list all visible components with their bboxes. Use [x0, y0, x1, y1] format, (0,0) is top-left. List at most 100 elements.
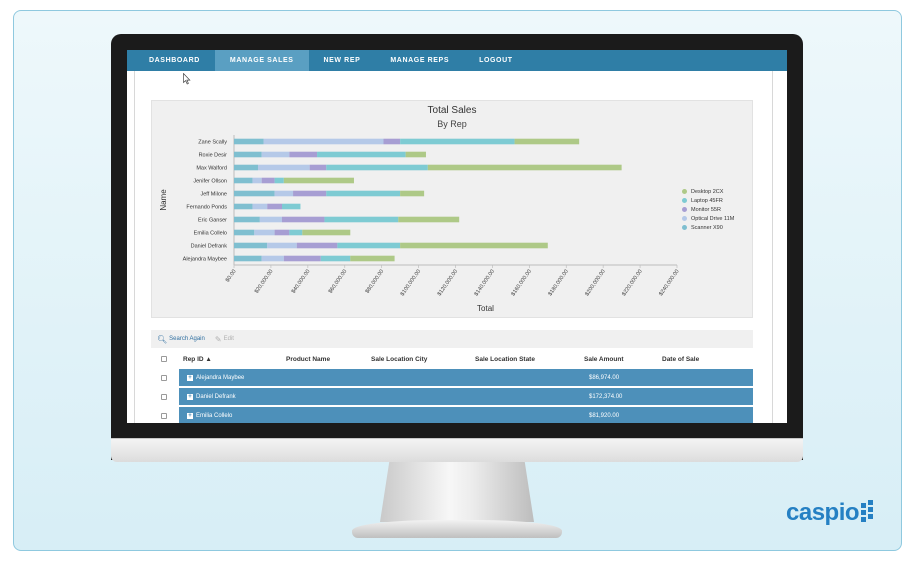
legend-swatch	[682, 216, 687, 221]
y-category-label: Jeff Milone	[201, 192, 228, 198]
row-band: + Alejandra Maybee $86,974.00	[179, 369, 753, 386]
bar-segment	[400, 242, 548, 249]
header-rep-id[interactable]: Rep ID ▲	[183, 355, 212, 363]
x-tick-label: $140,000.00	[474, 269, 496, 298]
bar-segment	[234, 255, 262, 262]
y-category-label: Alejandra Maybee	[183, 257, 227, 263]
header-date-of-sale[interactable]: Date of Sale	[662, 355, 700, 363]
x-tick-label: $100,000.00	[400, 269, 422, 298]
bar-segment	[259, 216, 282, 223]
bar-segment	[234, 229, 255, 236]
nav-manage-reps[interactable]: MANAGE REPS	[390, 57, 450, 64]
logo-text: caspio	[786, 499, 860, 526]
bar-segment	[326, 164, 428, 171]
row-rep: Alejandra Maybee	[196, 374, 245, 381]
sales-chart: $0.00 $20,000.00 $40,000.00 $60,000.00 $80,0…	[151, 100, 753, 318]
x-tick-label: $220,000.00	[621, 269, 643, 298]
edit-button[interactable]: ✎ Edit	[215, 335, 234, 344]
chart-subtitle: By Rep	[437, 119, 467, 129]
expand-icon[interactable]: +	[187, 393, 193, 400]
legend-entry[interactable]: Desktop 2CX	[682, 187, 752, 196]
x-tick-label: $200,000.00	[584, 269, 606, 298]
bar-segment	[514, 138, 580, 145]
y-category-label: Eric Ganser	[198, 218, 227, 224]
row-amount: $81,920.00	[589, 412, 620, 419]
bar-segment	[400, 138, 515, 145]
bar-segment	[309, 164, 327, 171]
bar-segment	[274, 190, 294, 197]
search-icon: 🔍︎	[157, 334, 168, 344]
legend-entry[interactable]: Monitor 55R	[682, 205, 752, 214]
table-row[interactable]: + Alejandra Maybee $86,974.00	[151, 369, 753, 386]
app-screen: DASHBOARD MANAGE SALES NEW REP MANAGE RE…	[127, 50, 787, 423]
content-divider	[134, 71, 135, 423]
select-all-checkbox[interactable]	[161, 356, 167, 362]
header-sale-amount[interactable]: Sale Amount	[584, 355, 624, 363]
bar-segment	[261, 151, 290, 158]
row-band: + Daniel Defrank $172,374.00	[179, 388, 753, 405]
bar-segment	[289, 229, 303, 236]
y-category-label: Roxie Desir	[199, 153, 228, 159]
bar-segment	[283, 177, 354, 184]
bar-segment	[274, 177, 284, 184]
legend-entry[interactable]: Optical Drive 11M	[682, 214, 752, 223]
legend-label: Scanner X90	[691, 224, 723, 231]
bar-segment	[274, 229, 290, 236]
nav-new-rep[interactable]: NEW REP	[323, 57, 361, 64]
top-nav: DASHBOARD MANAGE SALES NEW REP MANAGE RE…	[127, 50, 787, 71]
bar-segment	[234, 216, 260, 223]
legend-label: Optical Drive 11M	[691, 215, 735, 222]
legend-label: Monitor 55R	[691, 206, 721, 213]
bar-segment	[254, 229, 275, 236]
expand-icon[interactable]: +	[187, 374, 193, 381]
chart-legend: Desktop 2CX Laptop 45FR Monitor 55R Optical…	[682, 187, 752, 232]
legend-swatch	[682, 207, 687, 212]
header-sale-location-state[interactable]: Sale Location State	[475, 355, 535, 363]
nav-logout[interactable]: LOGOUT	[479, 57, 513, 64]
bar-segment	[234, 177, 253, 184]
bar-segment	[383, 138, 401, 145]
bar-segment	[324, 216, 399, 223]
bar-segment	[252, 203, 268, 210]
search-again-button[interactable]: 🔍︎ Search Again	[157, 335, 205, 344]
row-band: + Emilia Collelo $81,920.00	[179, 407, 753, 423]
bar-segment	[267, 242, 297, 249]
expand-icon[interactable]: +	[187, 412, 193, 419]
legend-swatch	[682, 189, 687, 194]
table-row[interactable]: + Emilia Collelo $81,920.00	[151, 407, 753, 423]
nav-dashboard[interactable]: DASHBOARD	[149, 57, 200, 64]
legend-entry[interactable]: Scanner X90	[682, 223, 752, 232]
sort-ascending-icon: ▲	[205, 355, 212, 363]
legend-entry[interactable]: Laptop 45FR	[682, 196, 752, 205]
chart-title: Total Sales	[427, 105, 477, 116]
bar-segment	[350, 255, 395, 262]
table-row[interactable]: + Daniel Defrank $172,374.00	[151, 388, 753, 405]
bar-segment	[257, 164, 310, 171]
edit-label: Edit	[223, 336, 234, 342]
bar-segment	[281, 203, 301, 210]
row-rep: Emilia Collelo	[196, 412, 233, 419]
bar-segment	[261, 177, 275, 184]
bar-segment	[234, 138, 264, 145]
bar-segment	[234, 242, 268, 249]
header-sale-location-city[interactable]: Sale Location City	[371, 355, 428, 363]
row-checkbox[interactable]	[161, 412, 167, 419]
logo-mark-icon	[861, 500, 877, 526]
row-checkbox[interactable]	[161, 393, 167, 400]
nav-manage-sales[interactable]: MANAGE SALES	[214, 50, 309, 71]
caspio-logo: caspio	[786, 499, 877, 527]
row-checkbox[interactable]	[161, 374, 167, 381]
x-axis-title: Total	[477, 304, 494, 313]
bar-segment	[234, 190, 275, 197]
bar-segment	[283, 255, 321, 262]
y-axis-title: Name	[159, 189, 168, 211]
y-category-label: Max Walford	[196, 166, 227, 172]
x-tick-label: $120,000.00	[437, 269, 459, 298]
x-tick-label: $160,000.00	[511, 269, 533, 298]
bar-segment	[302, 229, 351, 236]
header-product-name[interactable]: Product Name	[286, 355, 331, 363]
bar-segment	[400, 190, 425, 197]
x-tick-label: $60,000.00	[328, 269, 349, 295]
bar-segment	[234, 203, 253, 210]
bar-segment	[296, 242, 338, 249]
